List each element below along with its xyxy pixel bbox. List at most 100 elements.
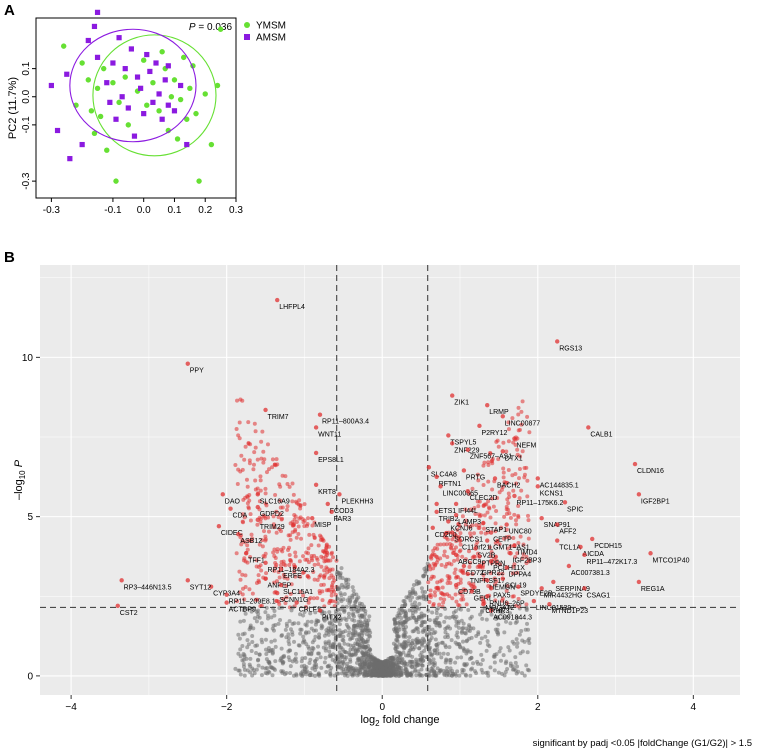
volcano-x-tick-label: 2 [535, 702, 541, 713]
gene-label: SCNN1G [279, 597, 308, 604]
ymsm-point [217, 26, 224, 32]
significant-gene-point [487, 545, 492, 550]
gene-point [408, 663, 413, 668]
significant-gene-point [511, 440, 516, 445]
gene-point [322, 660, 327, 665]
significant-gene-point [260, 544, 265, 549]
gene-point [437, 624, 442, 629]
gene-point [328, 614, 333, 619]
labeled-gene-point [477, 423, 482, 429]
significant-gene-point [441, 542, 446, 547]
labeled-gene-point [243, 551, 249, 556]
gene-label: PLEKHH3 [341, 498, 373, 505]
volcano-x-title-main: log [360, 714, 375, 726]
volcano-points [233, 397, 532, 678]
amsm-point [79, 141, 85, 148]
volcano-gene-labels: LHFPL4 PPY RP11–800A3.4 TRIM7 WNT11 EPS8L1 KRT… [115, 297, 690, 622]
significant-gene-point [315, 557, 320, 562]
labeled-gene-point [488, 608, 494, 613]
gene-label: MTND1P23 [551, 608, 588, 615]
significant-gene-point [458, 531, 463, 536]
significant-gene-point [307, 532, 312, 537]
gene-label: RP11–175K6.2 [516, 500, 563, 507]
gene-point [321, 617, 326, 622]
significant-gene-point [316, 543, 321, 548]
gene-point [310, 666, 315, 671]
gene-point [330, 618, 335, 623]
significant-gene-point [287, 563, 292, 568]
gene-point [475, 659, 480, 664]
gene-label: ABCC9 [458, 559, 481, 566]
gene-point [322, 633, 327, 638]
ymsm-point [193, 110, 199, 117]
gene-point [370, 672, 375, 677]
ymsm-point [85, 77, 92, 83]
gene-point [420, 663, 425, 668]
significant-gene-point [510, 594, 515, 599]
gene-point [406, 616, 411, 621]
labeled-gene-point [535, 484, 540, 489]
significant-gene-point [237, 436, 242, 441]
significant-gene-point [263, 501, 268, 506]
significant-gene-point [305, 574, 310, 579]
significant-gene-point [525, 494, 530, 499]
gene-point [357, 623, 362, 628]
significant-gene-point [482, 460, 487, 465]
gene-point [515, 615, 520, 620]
gene-point [486, 629, 491, 634]
gene-point [266, 659, 271, 664]
gene-point [264, 652, 269, 657]
volcano-y-tick-label: 5 [27, 512, 33, 523]
significant-gene-point [445, 555, 450, 560]
gene-point [242, 631, 247, 636]
significant-gene-point [483, 531, 488, 536]
gene-label: MOGAT2 [485, 605, 514, 612]
significant-gene-point [508, 515, 513, 520]
gene-point [327, 649, 332, 654]
labeled-gene-point [236, 531, 241, 537]
labeled-gene-point [313, 450, 319, 456]
significant-gene-point [469, 507, 474, 512]
significant-gene-point [427, 564, 432, 569]
gene-point [416, 669, 421, 674]
significant-gene-point [499, 525, 504, 530]
significant-gene-point [293, 550, 298, 555]
gene-point [462, 661, 467, 666]
gene-point [250, 640, 255, 645]
significant-gene-point [306, 516, 311, 521]
gene-point [316, 635, 321, 640]
volcano-x-tick-label: 4 [691, 702, 697, 713]
labeled-gene-point [450, 530, 455, 535]
gene-point [447, 645, 452, 650]
labeled-gene-point [547, 602, 552, 607]
labeled-gene-point [590, 536, 595, 542]
gene-point [248, 670, 253, 675]
significant-gene-point [285, 482, 290, 487]
volcano-thresholds [40, 265, 740, 695]
gene-label: TRIM7 [268, 414, 289, 421]
gene-point [505, 667, 510, 672]
significant-gene-point [271, 550, 276, 555]
gene-point [245, 606, 250, 611]
gene-point [270, 647, 275, 652]
gene-point [408, 672, 413, 677]
amsm-point [85, 37, 91, 44]
significant-gene-point [476, 478, 481, 483]
significant-gene-point [261, 460, 266, 465]
gene-point [337, 612, 342, 617]
gene-point [353, 668, 358, 673]
gene-point [348, 659, 353, 664]
gene-label: TSPYL5 [450, 439, 476, 446]
gene-point [313, 658, 318, 663]
significant-gene-point [524, 561, 529, 566]
gene-point [326, 664, 331, 669]
ymsm-point [104, 147, 110, 153]
significant-gene-point [505, 584, 510, 589]
labeled-gene-point [516, 584, 521, 589]
ymsm-point [122, 74, 128, 80]
labeled-gene-point [500, 576, 505, 581]
significant-gene-point [306, 546, 311, 551]
significant-gene-point [433, 593, 438, 598]
significant-gene-point [293, 527, 298, 532]
gene-point [442, 619, 447, 624]
